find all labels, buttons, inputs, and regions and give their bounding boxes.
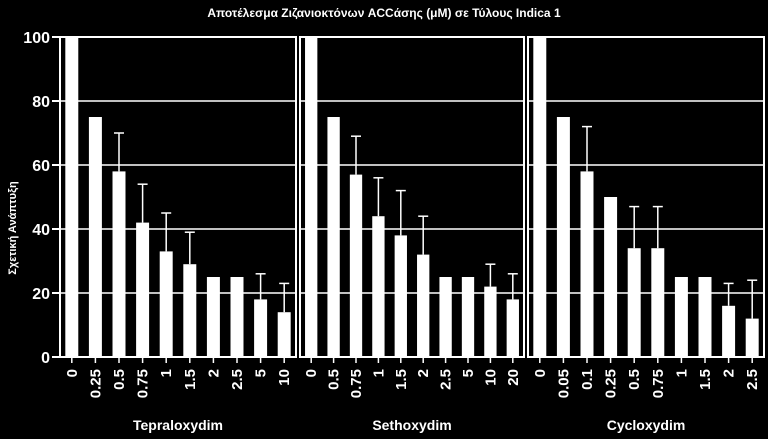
bar (372, 216, 385, 357)
x-tick-label: 2 (205, 369, 222, 377)
bar (159, 251, 173, 357)
bar (305, 37, 318, 357)
x-tick-label: 0 (532, 369, 549, 377)
bar (136, 222, 150, 357)
bar (674, 277, 688, 357)
panel-label: Sethoxydim (372, 417, 451, 433)
x-tick-label: 5 (253, 369, 270, 377)
bar (349, 174, 363, 357)
x-tick-label: 0.1 (579, 369, 596, 390)
y-tick-label: 100 (23, 30, 50, 47)
y-tick-label: 80 (32, 94, 50, 111)
bar (745, 318, 759, 357)
bar (722, 305, 736, 357)
x-tick-label: 0.5 (326, 369, 343, 390)
x-tick-label: 10 (482, 369, 499, 386)
bar (417, 254, 430, 357)
x-tick-label: 20 (505, 369, 522, 386)
bar (627, 248, 641, 357)
x-tick-label: 1 (370, 369, 387, 377)
bar (698, 277, 712, 357)
bar (506, 299, 519, 357)
bar (183, 264, 197, 357)
x-tick-label: 0 (64, 369, 81, 377)
bar (112, 171, 126, 357)
bar (484, 286, 497, 357)
y-tick-label: 60 (32, 158, 50, 175)
y-axis-label: Σχετική Ανάπτυξη (7, 181, 19, 275)
chart-title: Αποτέλεσμα Ζιζανιοκτόνων ACCάσης (μM) σε… (207, 6, 561, 20)
bar (65, 37, 79, 357)
y-tick-label: 20 (32, 286, 50, 303)
x-tick-label: 0.5 (626, 369, 643, 390)
bar (206, 277, 220, 357)
panel-label: Tepraloxydim (133, 417, 223, 433)
x-tick-label: 1 (673, 369, 690, 377)
x-tick-label: 5 (460, 369, 477, 377)
x-ticks: 0 0.25 0.5 0.75 1 1.5 2 2.5 5 10 0 0.5 0.75 1 1.5 2 2.5 5… (64, 357, 761, 398)
y-ticks: 0 20 40 60 80 100 (23, 30, 60, 367)
bar (651, 248, 665, 357)
bar (533, 37, 547, 357)
panel-frame (527, 36, 765, 358)
bar (556, 117, 570, 357)
panel-labels: Tepraloxydim Sethoxydim Cycloxydim (133, 417, 685, 433)
x-tick-label: 1.5 (393, 369, 410, 390)
x-tick-label: 1.5 (697, 369, 714, 390)
bar (277, 312, 291, 357)
x-tick-label: 0.25 (87, 369, 104, 398)
x-tick-label: 1.5 (182, 369, 199, 390)
x-tick-label: 0.05 (555, 369, 572, 398)
x-tick-label: 2.5 (229, 369, 246, 390)
bar (394, 235, 407, 357)
x-tick-label: 0.75 (650, 369, 667, 398)
x-tick-label: 0.5 (111, 369, 128, 390)
bar (88, 117, 102, 357)
x-tick-label: 10 (276, 369, 293, 386)
y-tick-label: 0 (41, 350, 50, 367)
frame-layer (59, 36, 765, 358)
x-tick-label: 2 (415, 369, 432, 377)
panel-label: Cycloxydim (607, 417, 686, 433)
y-tick-label: 40 (32, 222, 50, 239)
bar (254, 299, 268, 357)
bars-layer (65, 37, 759, 357)
bar (327, 117, 340, 357)
x-tick-label: 0.75 (135, 369, 152, 398)
bar (580, 171, 594, 357)
bar (230, 277, 244, 357)
x-tick-label: 0.75 (348, 369, 365, 398)
bar (461, 277, 475, 357)
bar (439, 277, 452, 357)
panel-frame (299, 36, 525, 358)
x-tick-label: 0.25 (603, 369, 620, 398)
x-tick-label: 2.5 (744, 369, 761, 390)
x-tick-label: 0 (303, 369, 320, 377)
bar (604, 197, 618, 357)
x-tick-label: 2.5 (438, 369, 455, 390)
x-tick-label: 1 (158, 369, 175, 377)
x-tick-label: 2 (721, 369, 738, 377)
